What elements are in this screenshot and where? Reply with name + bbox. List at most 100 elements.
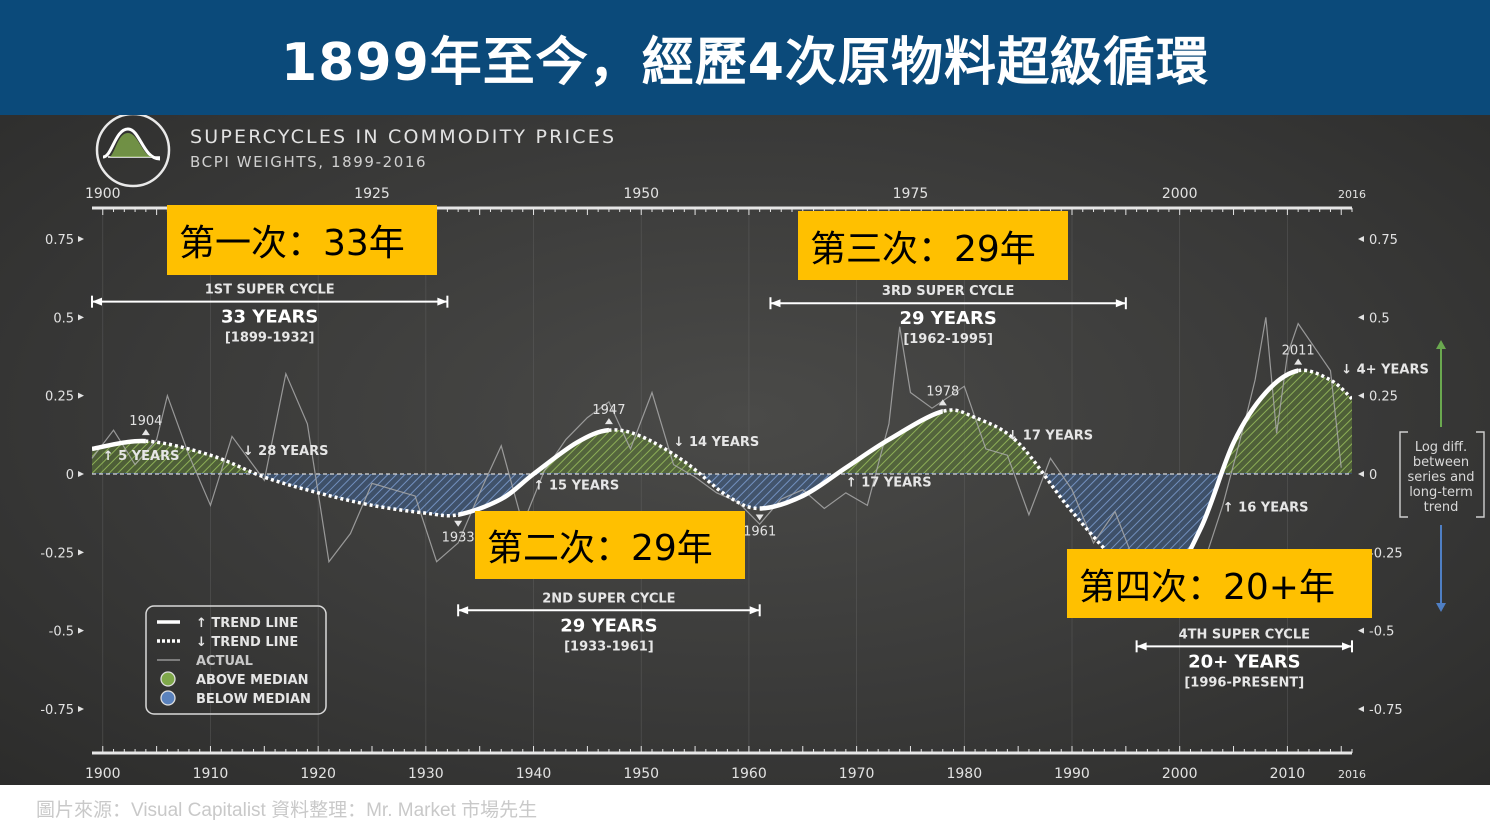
- y-axis-tick-label-left: -0.25: [40, 546, 74, 561]
- legend-label-down-trend: ↓ TREND LINE: [196, 635, 298, 650]
- cycle-label: 3RD SUPER CYCLE: [882, 284, 1014, 299]
- y-axis-tick-marker-right: [1358, 392, 1364, 399]
- bottom-axis-tick-label: 1960: [731, 766, 767, 782]
- right-axis-note-line: Log diff.: [1415, 440, 1467, 455]
- y-axis-tick-marker-left: [78, 236, 84, 242]
- top-axis-tick-label: 1900: [85, 186, 121, 202]
- cycle-span-right-arrow: [437, 297, 448, 306]
- y-axis-tick-label-right: -0.5: [1369, 625, 1394, 640]
- turning-point-marker: [1294, 358, 1303, 365]
- phase-duration-label: ↓ 14 YEARS: [674, 435, 760, 450]
- turning-point-label: 1947: [592, 403, 625, 418]
- y-axis-tick-marker-right: [1358, 627, 1364, 634]
- super-cycle-span-2: 2ND SUPER CYCLE 29 YEARS [1933-1961]: [457, 591, 761, 654]
- cycle-label: 4TH SUPER CYCLE: [1179, 627, 1310, 642]
- turning-point-label: 2011: [1282, 344, 1315, 359]
- top-axis-tick-label: 2016: [1338, 188, 1366, 201]
- cycle-years-range: [1899-1932]: [225, 331, 315, 346]
- right-axis-note: Log diff. between series and long-term trend: [1399, 431, 1485, 518]
- y-axis-tick-label-right: 0.75: [1369, 233, 1398, 248]
- turning-point-label: 1933: [442, 531, 475, 546]
- turning-point-label: 1978: [926, 384, 959, 399]
- y-axis-tick-marker-left: [78, 627, 84, 634]
- slide-title: 1899年至今，經歷4次原物料超級循環: [281, 33, 1209, 93]
- bottom-axis-tick-label: 2000: [1162, 766, 1198, 782]
- y-axis-tick-label-left: 0.5: [53, 311, 74, 326]
- cycle-years-range: [1962-1995]: [903, 332, 993, 347]
- cycle-span-left-arrow: [458, 606, 469, 615]
- cycle-span-left-arrow: [92, 297, 102, 306]
- y-axis-tick-label-left: -0.5: [49, 625, 74, 640]
- cycle-span-right-arrow: [1342, 642, 1352, 651]
- phase-duration-label: ↓ 17 YEARS: [1007, 429, 1093, 444]
- chart-title: SUPERCYCLES IN COMMODITY PRICES: [190, 126, 616, 148]
- right-axis-note-line: trend: [1424, 500, 1459, 515]
- phase-duration-label: ↓ 4+ YEARS: [1341, 363, 1429, 378]
- cycle-span-left-arrow: [1136, 642, 1147, 651]
- cycle-years-range: [1996-PRESENT]: [1184, 675, 1304, 690]
- top-axis-tick-label: 1925: [354, 186, 390, 202]
- phase-duration-label: ↑ 17 YEARS: [846, 476, 932, 491]
- right-axis-note-line: between: [1413, 455, 1469, 470]
- super-cycle-span-4: 4TH SUPER CYCLE 20+ YEARS [1996-PRESENT]: [1135, 627, 1353, 690]
- bottom-axis-tick-label: 1910: [193, 766, 229, 782]
- y-axis-tick-label-right: 0.25: [1369, 390, 1398, 405]
- legend-label-actual: ACTUAL: [196, 654, 253, 669]
- y-axis-tick-label-left: -0.75: [40, 703, 74, 718]
- down-arrow-icon: [1436, 525, 1446, 612]
- y-axis-tick-marker-right: [1358, 314, 1364, 321]
- supercycle-chart: SUPERCYCLES IN COMMODITY PRICES BCPI WEI…: [40, 112, 1485, 782]
- up-arrow-icon: [1436, 340, 1446, 427]
- cycle-duration: 20+ YEARS: [1188, 651, 1300, 672]
- footer-credit: 圖片來源：Visual Capitalist 資料整理：Mr. Market 市…: [36, 800, 538, 821]
- y-axis-tick-label-right: 0.5: [1369, 311, 1390, 326]
- turning-point-marker: [938, 399, 947, 406]
- slide-header: 1899年至今，經歷4次原物料超級循環: [0, 0, 1490, 115]
- phase-duration-label: ↑ 15 YEARS: [534, 479, 620, 494]
- right-axis-note-text: Log diff. between series and long-term trend: [1407, 440, 1474, 515]
- turning-point-marker: [755, 514, 764, 521]
- cycle-label: 1ST SUPER CYCLE: [205, 283, 335, 298]
- bottom-axis-tick-label: 1930: [408, 766, 444, 782]
- annotation-second-cycle: 第二次：29年: [475, 511, 745, 579]
- turning-point-marker: [454, 520, 463, 527]
- bottom-axis-tick-label: 1900: [85, 766, 121, 782]
- turning-point-marker: [141, 429, 150, 436]
- bottom-axis-tick-label: 1980: [946, 766, 982, 782]
- turning-point-marker: [604, 418, 613, 425]
- y-axis-tick-label-right: 0: [1369, 468, 1377, 483]
- top-axis-tick-label: 2000: [1162, 186, 1198, 202]
- bottom-axis-tick-label: 1920: [300, 766, 336, 782]
- cycle-duration: 29 YEARS: [560, 615, 657, 636]
- y-axis-tick-label-right: -0.75: [1369, 703, 1403, 718]
- bottom-axis-tick-label: 1990: [1054, 766, 1090, 782]
- annotation-first-cycle: 第一次：33年: [167, 205, 437, 275]
- right-axis-note-line: long-term: [1409, 485, 1473, 500]
- y-axis-tick-marker-left: [78, 314, 84, 321]
- turning-point-label: 1961: [743, 524, 776, 539]
- turning-point-label: 1904: [129, 414, 162, 429]
- y-axis-tick-marker-left: [78, 706, 84, 712]
- below-median-area: [92, 473, 1352, 581]
- annotation-third-cycle: 第三次：29年: [798, 211, 1068, 280]
- bottom-axis-tick-label: 1970: [839, 766, 875, 782]
- y-axis-tick-label-right: -0.25: [1369, 546, 1403, 561]
- annotation-fourth-cycle: 第四次：20+年: [1067, 549, 1372, 618]
- y-axis-tick-marker-right: [1358, 471, 1364, 477]
- cycle-years-range: [1933-1961]: [564, 639, 654, 654]
- bottom-axis-tick-label: 2016: [1338, 768, 1366, 781]
- super-cycle-span-3: 3RD SUPER CYCLE 29 YEARS [1962-1995]: [769, 284, 1127, 347]
- cycle-span-right-arrow: [1115, 299, 1126, 308]
- phase-duration-label: ↑ 16 YEARS: [1223, 501, 1309, 516]
- cycle-duration: 29 YEARS: [899, 308, 996, 329]
- cycle-span-left-arrow: [770, 299, 781, 308]
- y-axis-tick-marker-right: [1358, 236, 1364, 242]
- chart-logo-icon: [95, 112, 171, 188]
- legend-label-below-median: BELOW MEDIAN: [196, 692, 311, 707]
- right-axis-note-line: series and: [1407, 470, 1474, 485]
- y-axis-tick-label-left: 0.75: [45, 233, 74, 248]
- phase-duration-label: ↓ 28 YEARS: [243, 444, 329, 459]
- legend-label-above-median: ABOVE MEDIAN: [196, 673, 309, 688]
- y-axis-tick-label-left: 0.25: [45, 390, 74, 405]
- y-axis-tick-marker-left: [78, 471, 84, 477]
